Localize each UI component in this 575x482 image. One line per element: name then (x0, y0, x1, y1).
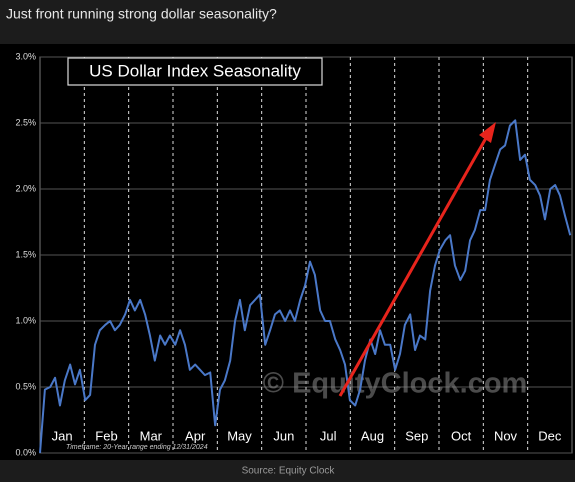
chart-title: US Dollar Index Seasonality (89, 61, 301, 80)
x-tick-label: Mar (140, 428, 163, 443)
x-tick-label: Feb (95, 428, 117, 443)
y-tick-label: 0.5% (15, 381, 36, 391)
watermark: © EquityClock.com (263, 368, 528, 400)
y-tick-label: 1.5% (15, 249, 36, 259)
x-tick-label: Jan (52, 428, 73, 443)
x-tick-label: Jul (320, 428, 337, 443)
x-tick-label: Jun (273, 428, 294, 443)
post-text: Just front running strong dollar seasona… (6, 6, 277, 22)
y-tick-label: 2.5% (15, 117, 36, 127)
arrow-head (479, 122, 496, 143)
footnote: Timeframe: 20-Year range ending 12/31/20… (66, 444, 208, 451)
y-tick-label: 2.0% (15, 183, 36, 193)
x-tick-label: Nov (494, 428, 518, 443)
x-tick-label: Dec (538, 428, 562, 443)
title-box (67, 57, 323, 86)
y-tick-label: 1.0% (15, 315, 36, 325)
caption: Source: Equity Clock (242, 466, 336, 477)
x-tick-label: Aug (361, 428, 384, 443)
x-tick-label: Sep (405, 428, 428, 443)
line-series (39, 119, 572, 454)
x-tick-label: Oct (451, 428, 472, 443)
arrow-shaft (338, 137, 488, 397)
y-tick-label: 3.0% (15, 51, 36, 61)
x-tick-label: May (227, 428, 252, 443)
y-tick-label: 0.0% (15, 447, 36, 457)
x-tick-label: Apr (185, 428, 206, 443)
